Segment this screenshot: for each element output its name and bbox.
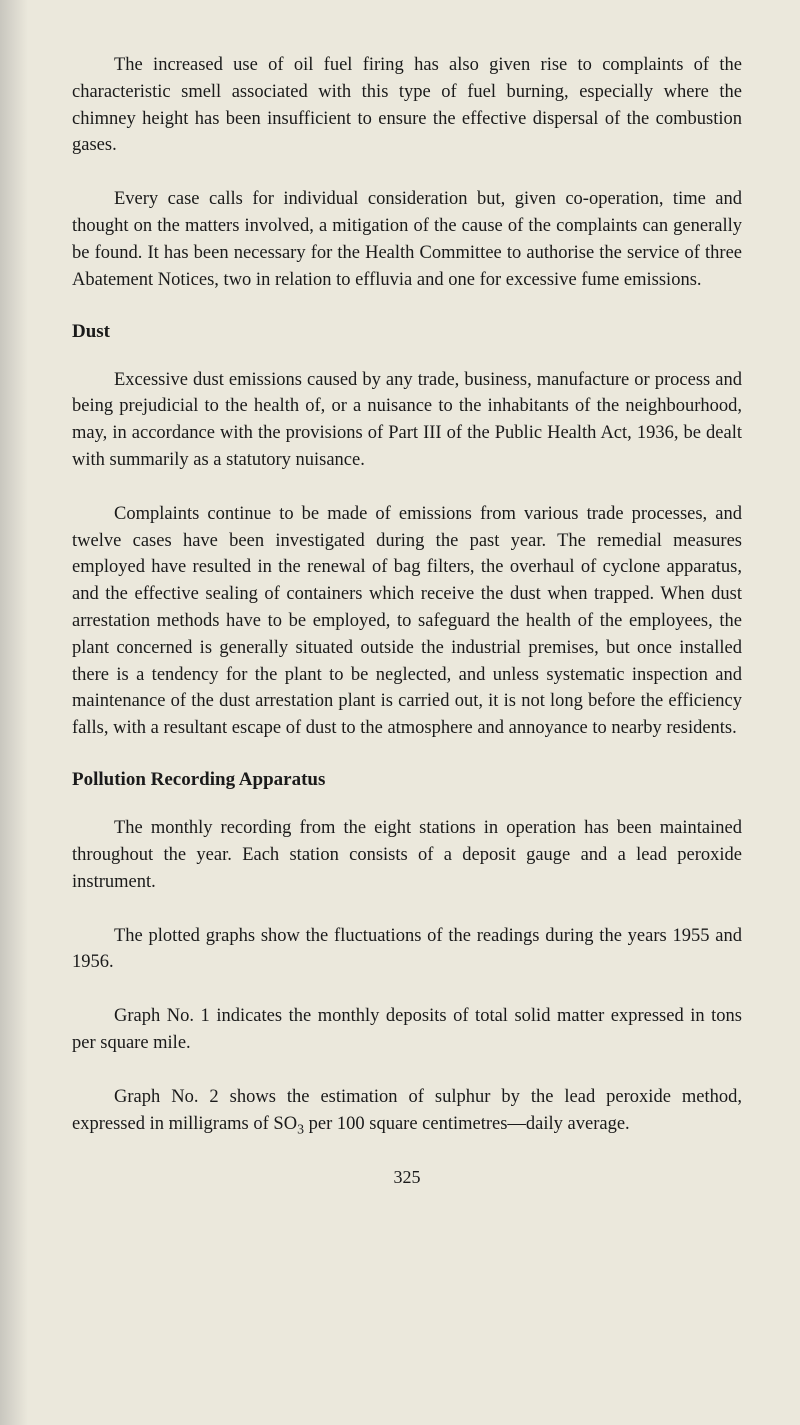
page-number: 325 — [72, 1167, 742, 1188]
heading-dust: Dust — [72, 321, 742, 343]
paragraph-6: The plotted graphs show the fluctuations… — [72, 923, 742, 977]
paragraph-2: Every case calls for individual consider… — [72, 186, 742, 293]
paragraph-8: Graph No. 2 shows the estimation of sulp… — [72, 1084, 742, 1141]
p8-subscript: 3 — [297, 1122, 304, 1137]
heading-pollution: Pollution Recording Apparatus — [72, 769, 742, 791]
paragraph-7: Graph No. 1 indicates the monthly deposi… — [72, 1003, 742, 1057]
paragraph-3: Excessive dust emissions caused by any t… — [72, 367, 742, 474]
paragraph-1: The increased use of oil fuel firing has… — [72, 52, 742, 159]
paragraph-5: The monthly recording from the eight sta… — [72, 815, 742, 895]
p8-post-text: per 100 square centimetres—daily average… — [304, 1114, 630, 1134]
paragraph-4: Complaints continue to be made of emissi… — [72, 501, 742, 742]
